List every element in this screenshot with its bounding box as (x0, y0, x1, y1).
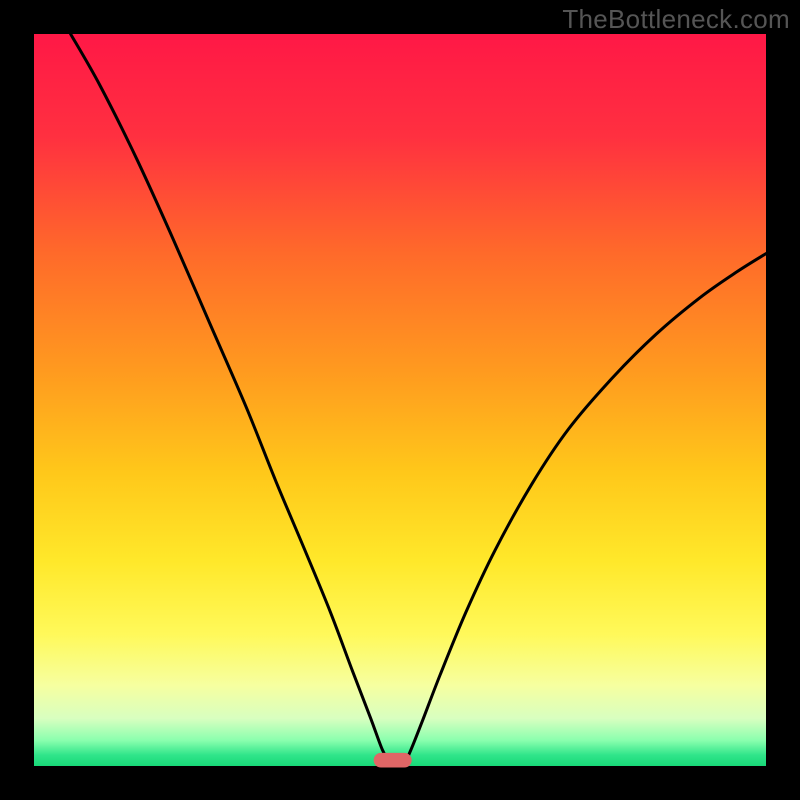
optimal-point-marker (374, 753, 412, 768)
bottleneck-chart (0, 0, 800, 800)
plot-background-gradient (34, 34, 766, 766)
chart-stage: TheBottleneck.com (0, 0, 800, 800)
watermark-text: TheBottleneck.com (562, 4, 790, 35)
